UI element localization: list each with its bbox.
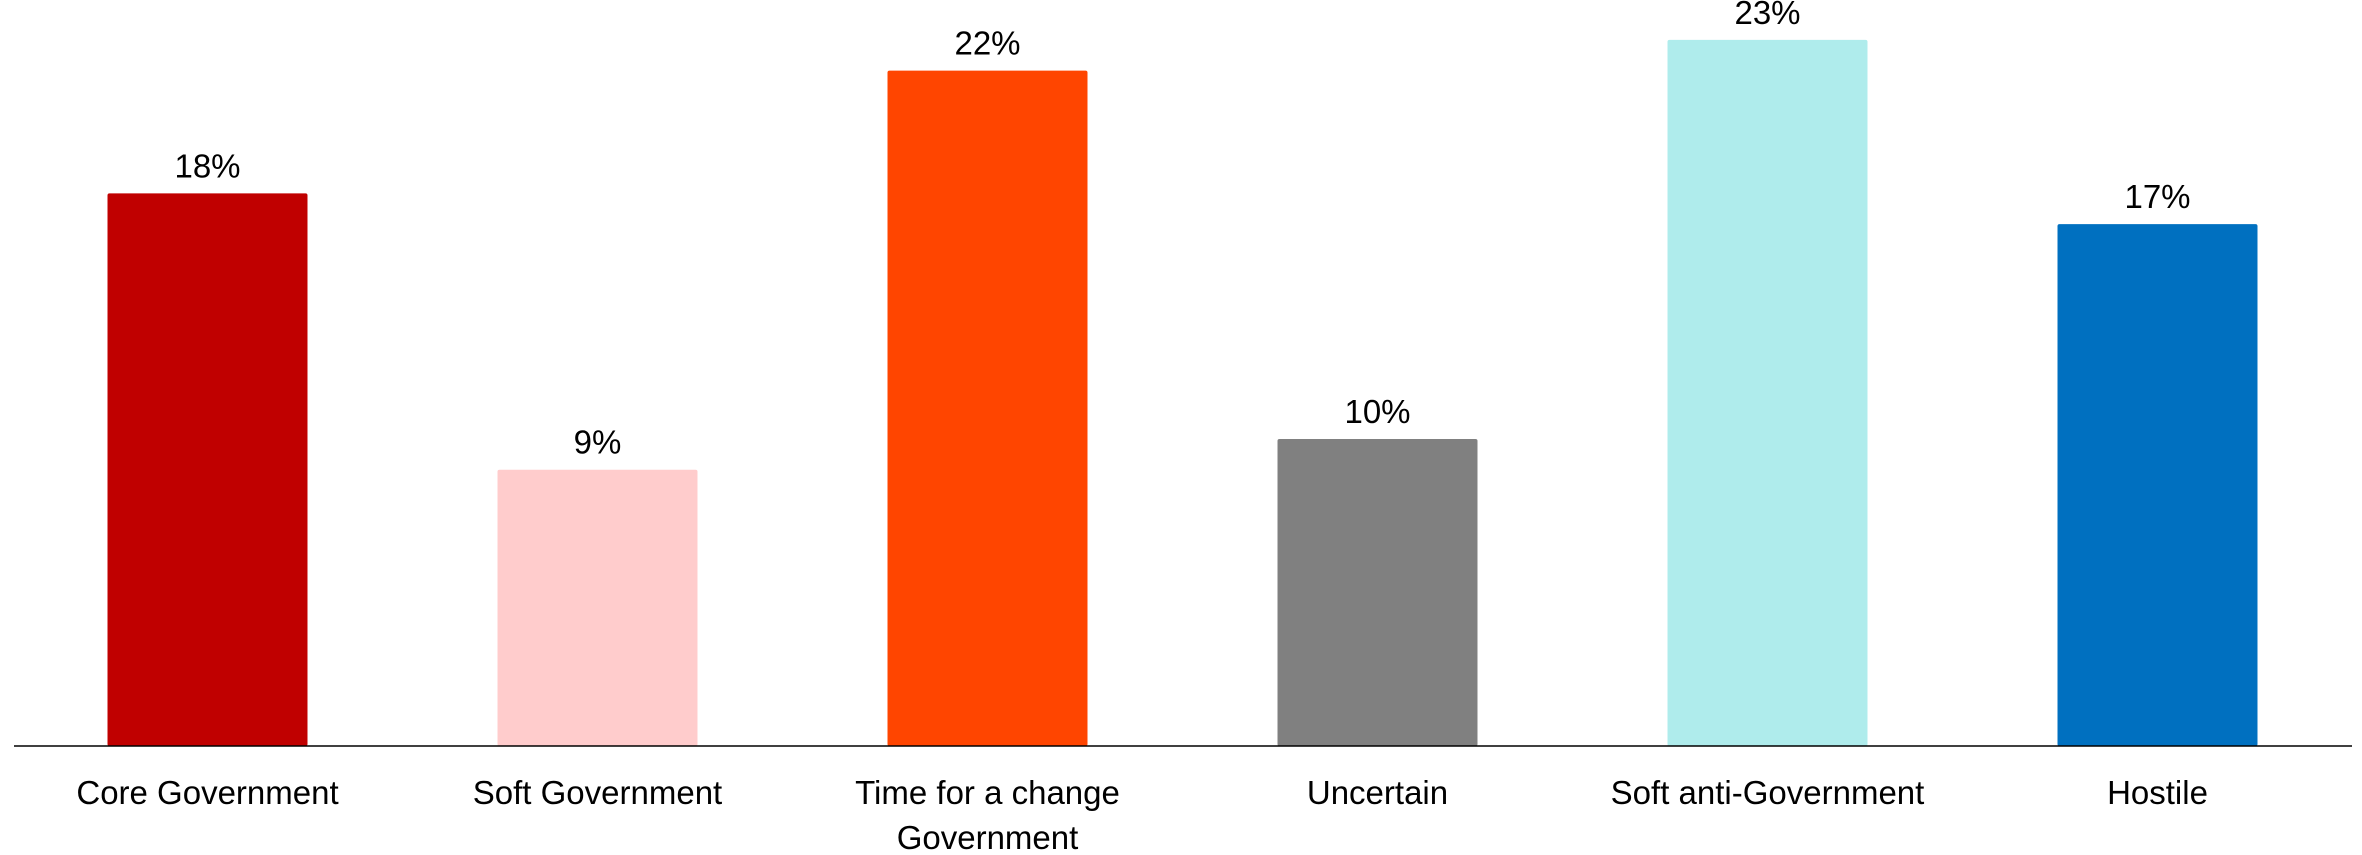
category-label: Soft Government bbox=[473, 774, 722, 811]
bar-value-label: 10% bbox=[1344, 393, 1410, 430]
bar-value-label: 23% bbox=[1734, 0, 1800, 31]
category-label-line: Uncertain bbox=[1307, 774, 1448, 811]
category-label: Hostile bbox=[2107, 774, 2208, 811]
bars-group bbox=[107, 39, 2258, 746]
category-label-line: Core Government bbox=[76, 774, 338, 811]
bar bbox=[2057, 224, 2258, 746]
category-label-line: Government bbox=[897, 819, 1079, 855]
bar bbox=[887, 70, 1088, 746]
category-label-line: Hostile bbox=[2107, 774, 2208, 811]
bar-value-label: 22% bbox=[954, 25, 1020, 62]
bar bbox=[1667, 39, 1868, 746]
bar-value-label: 9% bbox=[574, 424, 622, 461]
category-label-line: Time for a change bbox=[855, 774, 1120, 811]
category-label: Time for a change Government bbox=[855, 774, 1120, 855]
category-label: Uncertain bbox=[1307, 774, 1448, 811]
bar bbox=[1277, 439, 1478, 746]
bar bbox=[497, 469, 698, 746]
category-label: Core Government bbox=[76, 774, 338, 811]
bar bbox=[107, 193, 308, 746]
category-label-line: Soft Government bbox=[473, 774, 722, 811]
bar-value-label: 17% bbox=[2124, 178, 2190, 215]
category-labels-group: Core Government Soft Government Time for a… bbox=[76, 774, 2208, 855]
data-labels-group: 18% 9% 22% 10% 23% 17% bbox=[174, 0, 2190, 461]
category-label-line: Soft anti-Government bbox=[1611, 774, 1925, 811]
bar-value-label: 18% bbox=[174, 147, 240, 184]
category-label: Soft anti-Government bbox=[1611, 774, 1925, 811]
